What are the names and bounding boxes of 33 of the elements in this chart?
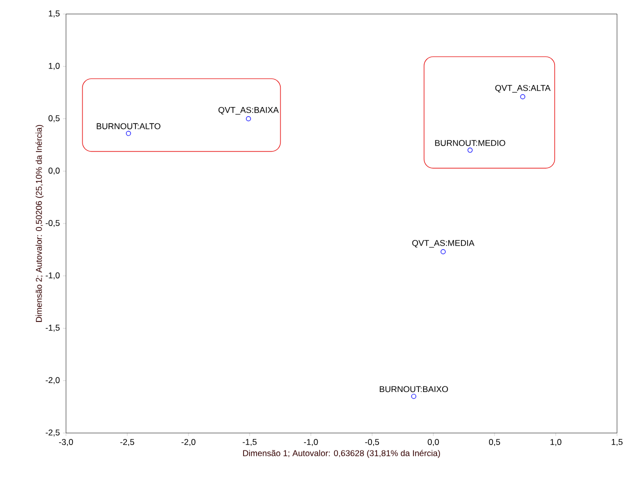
y-tick-label: -2,0 bbox=[46, 377, 60, 384]
x-tick-label: 0,5 bbox=[489, 439, 500, 446]
x-axis-title: Dimensão 1; Autovalor: 0,63628 (31,81% da Inércia) bbox=[243, 450, 440, 458]
y-tick-label: 0,0 bbox=[48, 168, 60, 175]
point bbox=[440, 249, 446, 254]
y-tick-label: 1,0 bbox=[48, 62, 60, 70]
point bbox=[246, 116, 251, 122]
x-tick-label: -0,5 bbox=[365, 439, 380, 446]
annotation: QVT_AS:ALTA bbox=[495, 84, 551, 93]
point bbox=[411, 394, 416, 399]
x-tick-label: 0,0 bbox=[428, 439, 439, 446]
x-tick-label: -1,5 bbox=[242, 439, 257, 446]
x-tick-label: 1,5 bbox=[612, 439, 623, 446]
point bbox=[126, 130, 131, 136]
x-tick-label: -3,0 bbox=[59, 439, 73, 446]
annotation: BURNOUT:MEDIO bbox=[435, 140, 506, 146]
annotation: BURNOUT:BAIXO bbox=[380, 386, 448, 392]
x-tick-label: 1,0 bbox=[550, 439, 562, 446]
x-tick-label: -2,0 bbox=[182, 439, 196, 446]
y-axis-title: Dimensão 2; Autovalor: 0,50206 (25,10% da Inércia) bbox=[36, 125, 44, 322]
x-tick-label: -1,0 bbox=[304, 439, 318, 446]
annotation: QVT_AS:MEDIA bbox=[412, 240, 474, 248]
y-tick-label: -2,5 bbox=[46, 430, 60, 436]
y-tick-label: -1,0 bbox=[46, 272, 60, 280]
y-tick-label: 1,5 bbox=[48, 10, 60, 18]
annotation: BURNOUT:ALTO bbox=[96, 123, 160, 130]
annotation: QVT_AS:BAIXA bbox=[218, 106, 279, 115]
x-tick-label: -2,5 bbox=[120, 439, 134, 446]
y-tick-label: 0,5 bbox=[48, 115, 60, 122]
y-tick-label: -1,5 bbox=[46, 324, 60, 332]
y-tick-label: -0,5 bbox=[46, 220, 60, 227]
point bbox=[468, 148, 473, 153]
point bbox=[520, 94, 526, 100]
